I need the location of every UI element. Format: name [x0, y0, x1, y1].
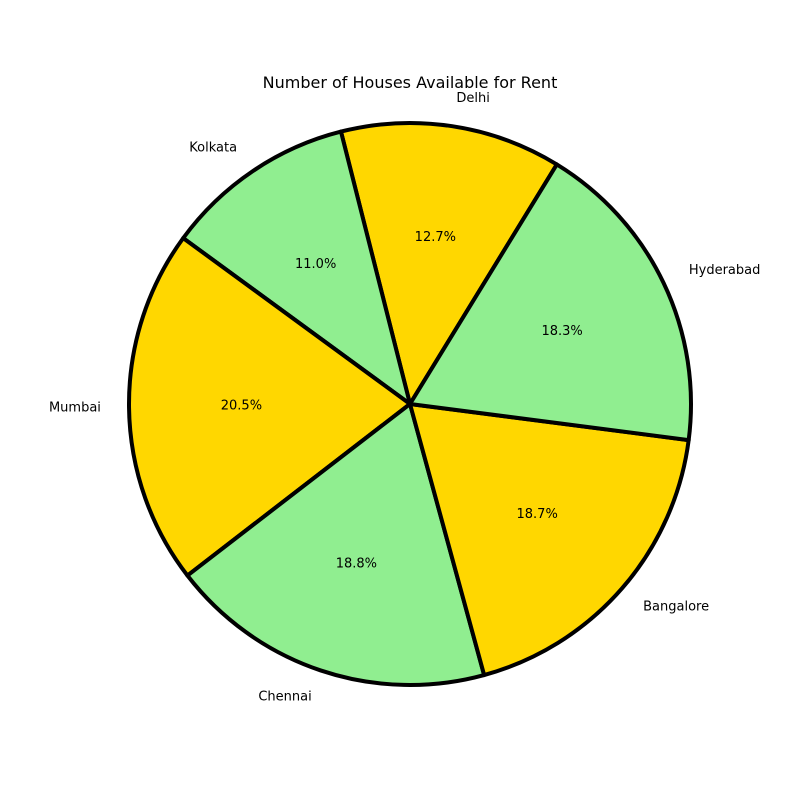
pie-slice-kolkata — [181, 129, 412, 406]
pie-slice-delhi — [338, 121, 559, 406]
pie-slices — [127, 121, 693, 687]
percent-label-kolkata: 11.0% — [295, 257, 336, 272]
percent-label-chennai: 18.8% — [336, 556, 377, 571]
pie-slice-chennai — [185, 402, 487, 687]
pie-labels: Delhi 12.7% Kolkata 11.0% Mumbai 20.5% Chennai… — [49, 91, 760, 705]
pie-slice-hyderabad — [408, 162, 693, 443]
percent-label-mumbai: 20.5% — [221, 399, 262, 414]
percent-label-hyderabad: 18.3% — [541, 324, 582, 339]
percent-label-delhi: 12.7% — [415, 230, 456, 245]
percent-label-bangalore: 18.7% — [517, 507, 558, 522]
chart-title: Number of Houses Available for Rent — [263, 73, 558, 92]
slice-label-hyderabad: Hyderabad — [689, 263, 761, 278]
slice-label-kolkata: Kolkata — [189, 140, 237, 155]
slice-label-delhi: Delhi — [456, 91, 489, 106]
pie-slice-bangalore — [408, 402, 691, 678]
slice-label-bangalore: Bangalore — [643, 599, 709, 614]
pie-slice-mumbai — [127, 236, 412, 578]
slice-label-chennai: Chennai — [258, 690, 311, 705]
slice-label-mumbai: Mumbai — [49, 400, 101, 415]
